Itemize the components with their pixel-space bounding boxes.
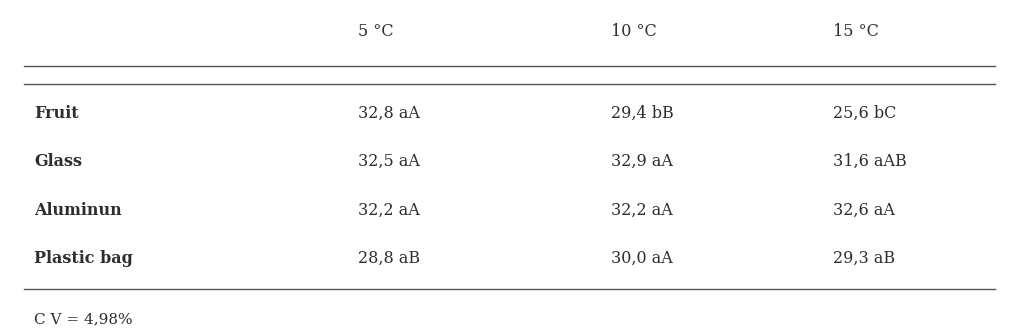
Text: 32,2 aA: 32,2 aA bbox=[358, 202, 420, 218]
Text: 5 °C: 5 °C bbox=[358, 23, 393, 40]
Text: Glass: Glass bbox=[35, 153, 83, 170]
Text: Aluminun: Aluminun bbox=[35, 202, 122, 218]
Text: 30,0 aA: 30,0 aA bbox=[610, 250, 673, 267]
Text: Plastic bag: Plastic bag bbox=[35, 250, 133, 267]
Text: 32,8 aA: 32,8 aA bbox=[358, 105, 420, 122]
Text: 29,3 aB: 29,3 aB bbox=[833, 250, 895, 267]
Text: C V = 4,98%: C V = 4,98% bbox=[35, 312, 133, 326]
Text: 32,6 aA: 32,6 aA bbox=[833, 202, 895, 218]
Text: 10 °C: 10 °C bbox=[610, 23, 656, 40]
Text: 32,5 aA: 32,5 aA bbox=[358, 153, 420, 170]
Text: 31,6 aAB: 31,6 aAB bbox=[833, 153, 907, 170]
Text: 28,8 aB: 28,8 aB bbox=[358, 250, 420, 267]
Text: Fruit: Fruit bbox=[35, 105, 79, 122]
Text: 32,2 aA: 32,2 aA bbox=[610, 202, 673, 218]
Text: 25,6 bC: 25,6 bC bbox=[833, 105, 897, 122]
Text: 32,9 aA: 32,9 aA bbox=[610, 153, 673, 170]
Text: 15 °C: 15 °C bbox=[833, 23, 878, 40]
Text: 29,4 bB: 29,4 bB bbox=[610, 105, 674, 122]
